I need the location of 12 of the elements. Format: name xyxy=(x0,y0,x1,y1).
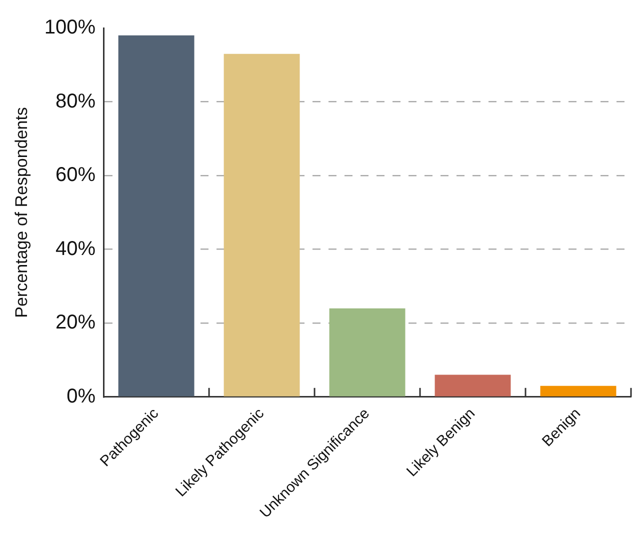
bar xyxy=(224,54,300,396)
y-tick-label: 100% xyxy=(44,16,96,39)
bar xyxy=(540,386,616,396)
y-tick-label: 80% xyxy=(56,90,96,112)
y-axis-title: Percentage of Respondents xyxy=(12,107,31,318)
bar xyxy=(118,35,194,396)
bar xyxy=(434,374,511,396)
bar xyxy=(329,308,406,396)
y-tick-label: 40% xyxy=(56,238,96,260)
y-tick-label: 0% xyxy=(66,385,96,408)
y-tick-label: 60% xyxy=(56,164,96,186)
y-tick-label: 20% xyxy=(56,312,96,334)
